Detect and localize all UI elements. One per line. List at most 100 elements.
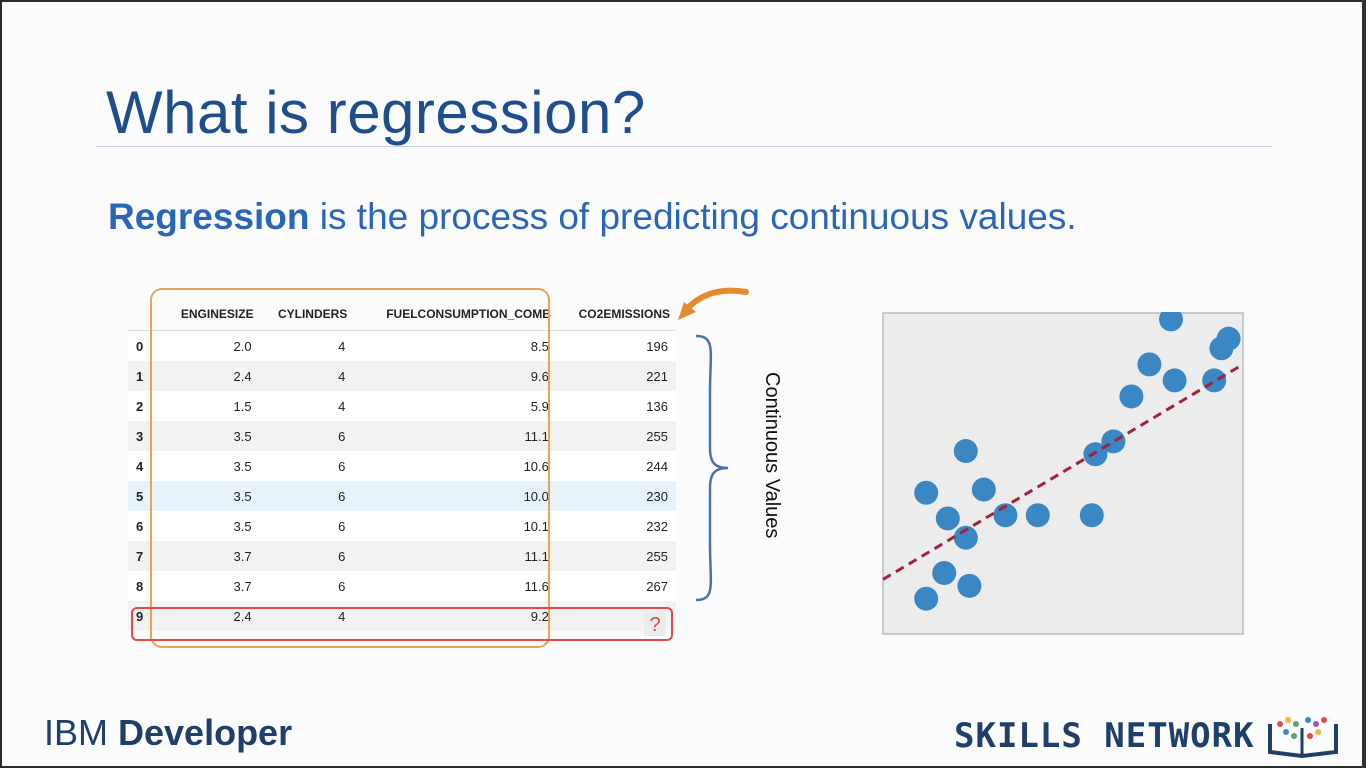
title-divider <box>96 146 1272 147</box>
subtitle-text: is the process of predicting continuous … <box>309 196 1077 237</box>
table-row: 4 3.5 6 10.6 244 <box>128 451 676 481</box>
cell-fuelconsumption: 11.1 <box>353 541 557 571</box>
row-index: 1 <box>128 361 162 391</box>
cell-cylinders: 6 <box>259 421 354 451</box>
table-header-row: ENGINESIZE CYLINDERS FUELCONSUMPTION_COM… <box>128 298 676 331</box>
header-fuelconsumption: FUELCONSUMPTION_COMB <box>353 298 557 331</box>
cell-fuelconsumption: 9.6 <box>353 361 557 391</box>
cell-enginesize: 2.0 <box>162 330 260 361</box>
data-point <box>1159 312 1183 332</box>
cell-cylinders: 4 <box>259 330 354 361</box>
cell-enginesize: 1.5 <box>162 391 260 421</box>
cell-cylinders: 4 <box>259 391 354 421</box>
cell-co2emissions: 244 <box>556 451 676 481</box>
data-point <box>1162 368 1187 393</box>
cell-cylinders: 6 <box>259 571 354 601</box>
regression-fit-line <box>882 363 1244 581</box>
row-index: 0 <box>128 330 162 361</box>
header-co2emissions: CO2EMISSIONS <box>556 298 676 331</box>
ibm-logo-text: IBM <box>44 712 119 753</box>
curly-brace-icon <box>695 334 729 602</box>
table-row: 1 2.4 4 9.6 221 <box>128 361 676 391</box>
table-row: 2 1.5 4 5.9 136 <box>128 391 676 421</box>
row-index: 6 <box>128 511 162 541</box>
cell-co2emissions: 136 <box>556 391 676 421</box>
cell-fuelconsumption: 8.5 <box>353 330 557 361</box>
cell-fuelconsumption: 10.6 <box>353 451 557 481</box>
table-row: 6 3.5 6 10.1 232 <box>128 511 676 541</box>
subtitle-keyword: Regression <box>108 196 310 237</box>
data-point <box>932 561 957 586</box>
table-row: 9 2.4 4 9.2 <box>128 601 676 631</box>
cell-fuelconsumption: 10.1 <box>353 511 557 541</box>
data-point <box>953 525 978 550</box>
cell-co2emissions: 255 <box>556 421 676 451</box>
cell-fuelconsumption: 9.2 <box>353 601 557 631</box>
cell-cylinders: 4 <box>259 361 354 391</box>
cell-co2emissions: 255 <box>556 541 676 571</box>
data-point <box>1025 503 1050 528</box>
data-point <box>957 573 982 598</box>
ibm-developer-logo: IBM Developer <box>44 712 292 754</box>
cell-enginesize: 3.5 <box>162 421 260 451</box>
row-index: 3 <box>128 421 162 451</box>
table-row: 8 3.7 6 11.6 267 <box>128 571 676 601</box>
cell-enginesize: 3.5 <box>162 481 260 511</box>
cell-cylinders: 6 <box>259 541 354 571</box>
table-row: 0 2.0 4 8.5 196 <box>128 330 676 361</box>
cell-enginesize: 3.7 <box>162 571 260 601</box>
header-index <box>128 298 162 331</box>
skills-network-book-icon <box>1268 717 1338 758</box>
row-index: 4 <box>128 451 162 481</box>
row-index: 9 <box>128 601 162 631</box>
row-index: 5 <box>128 481 162 511</box>
cell-co2emissions: 196 <box>556 330 676 361</box>
cell-fuelconsumption: 11.1 <box>353 421 557 451</box>
table-row: 7 3.7 6 11.1 255 <box>128 541 676 571</box>
data-point <box>1216 326 1241 351</box>
slide-subtitle: Regression is the process of predicting … <box>108 196 1077 238</box>
data-point <box>953 439 978 464</box>
header-enginesize: ENGINESIZE <box>162 298 260 331</box>
row-index: 7 <box>128 541 162 571</box>
cell-fuelconsumption: 11.6 <box>353 571 557 601</box>
cell-enginesize: 2.4 <box>162 601 260 631</box>
unknown-value-marker: ? <box>644 612 666 636</box>
data-point <box>914 480 939 505</box>
plot-area <box>882 312 1244 635</box>
prediction-row-highlight <box>131 607 673 641</box>
features-highlight-box <box>150 288 550 648</box>
cell-fuelconsumption: 5.9 <box>353 391 557 421</box>
skills-network-logo: SKILLS NETWORK <box>954 716 1255 756</box>
header-cylinders: CYLINDERS <box>259 298 354 331</box>
row-index: 8 <box>128 571 162 601</box>
cell-fuelconsumption: 10.0 <box>353 481 557 511</box>
cell-co2emissions: 232 <box>556 511 676 541</box>
table-row: 3 3.5 6 11.1 255 <box>128 421 676 451</box>
emissions-table: ENGINESIZE CYLINDERS FUELCONSUMPTION_COM… <box>128 298 676 631</box>
slide-title: What is regression? <box>106 79 646 146</box>
data-point <box>914 586 939 611</box>
cell-co2emissions: 267 <box>556 571 676 601</box>
row-index: 2 <box>128 391 162 421</box>
cell-cylinders: 6 <box>259 511 354 541</box>
continuous-values-label: Continuous Values <box>761 372 783 539</box>
frame-edge <box>1362 0 1366 768</box>
cell-co2emissions: 221 <box>556 361 676 391</box>
data-point <box>1101 429 1126 454</box>
data-point <box>1079 503 1104 528</box>
cell-enginesize: 2.4 <box>162 361 260 391</box>
regression-scatter-plot <box>882 312 1244 635</box>
cell-enginesize: 3.5 <box>162 451 260 481</box>
data-point <box>935 506 960 531</box>
data-point <box>971 477 996 502</box>
data-point <box>1119 384 1144 409</box>
data-point <box>1137 352 1162 377</box>
curved-arrow-icon <box>678 287 749 320</box>
developer-logo-text: Developer <box>118 712 293 753</box>
table-row: 5 3.5 6 10.0 230 <box>128 481 676 511</box>
cell-cylinders: 6 <box>259 451 354 481</box>
data-table: ENGINESIZE CYLINDERS FUELCONSUMPTION_COM… <box>128 298 676 631</box>
